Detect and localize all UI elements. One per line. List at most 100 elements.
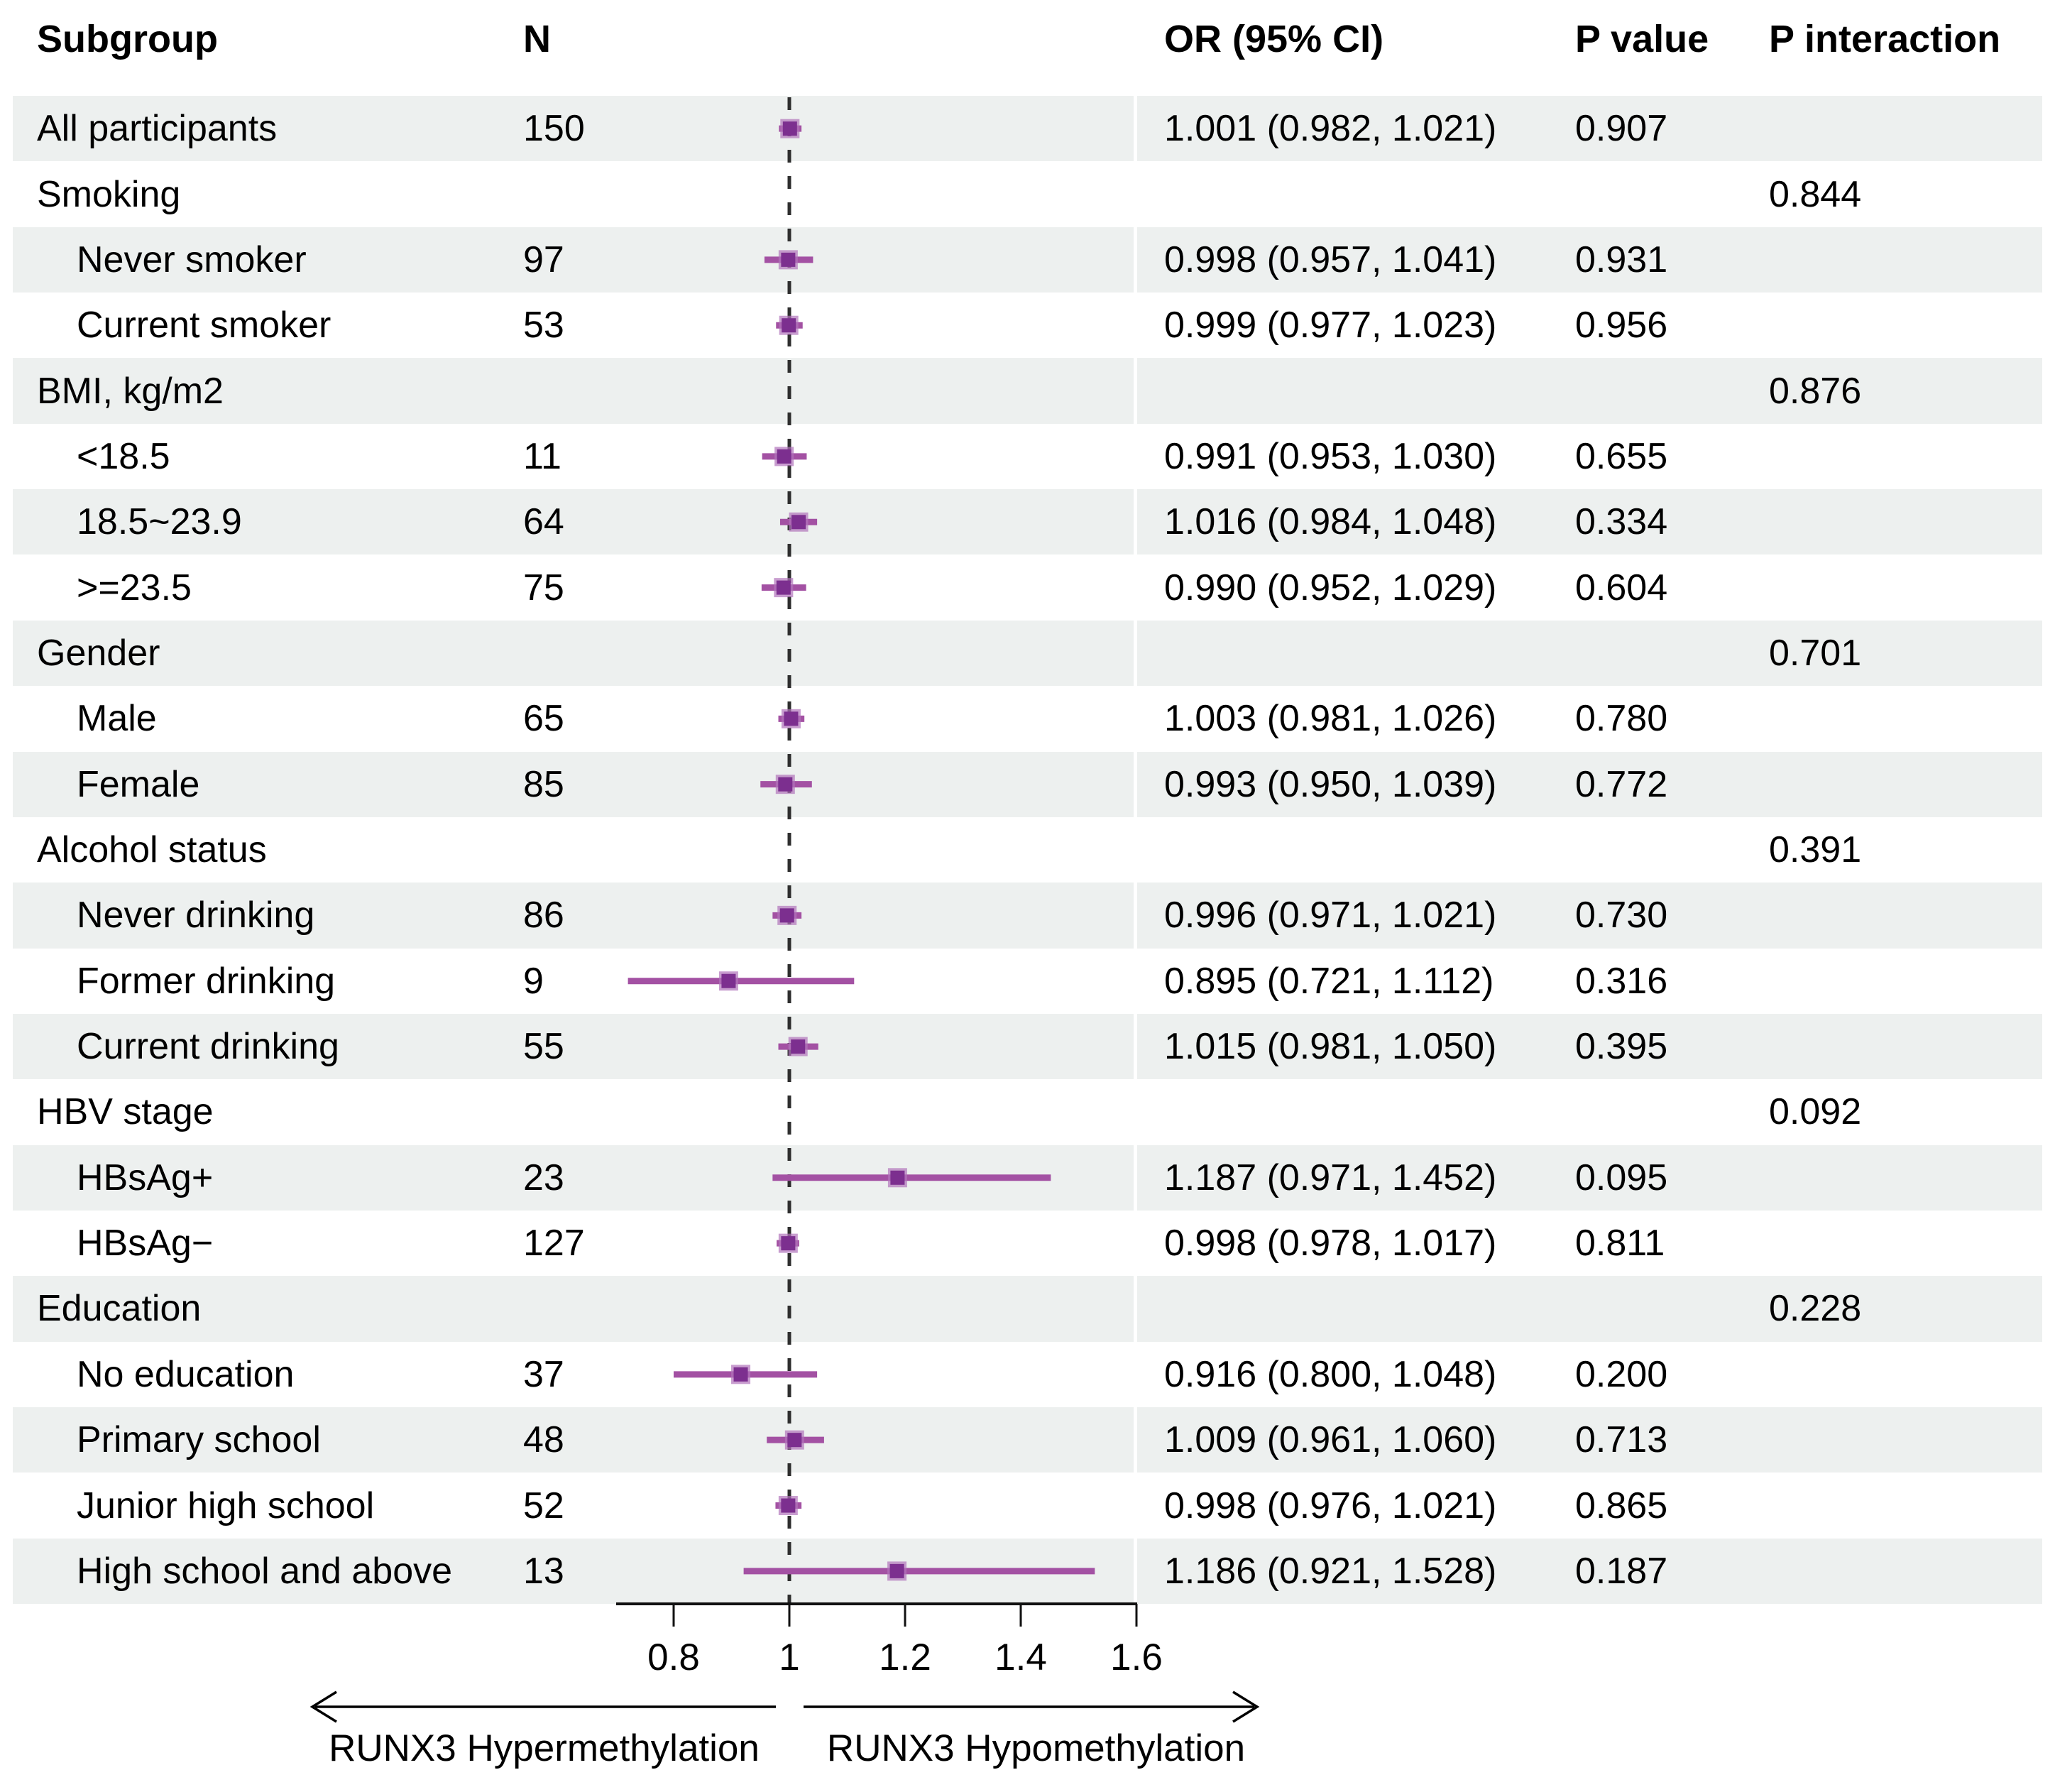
table-row: Current smoker 53 0.999 (0.977, 1.023) 0.95… (0, 293, 2055, 358)
n-value: 75 (523, 567, 564, 608)
subgroup-label: Never drinking (77, 895, 315, 936)
p-value: 0.730 (1575, 895, 1668, 936)
subgroup-label: <18.5 (77, 435, 170, 477)
n-value: 55 (523, 1026, 564, 1068)
or-ci-value: 1.001 (0.982, 1.021) (1164, 108, 1497, 150)
table-row: Smoking 0.844 (0, 161, 2055, 226)
axis-tick-label: 0.8 (647, 1637, 700, 1678)
table-row: Female 85 0.993 (0.950, 1.039) 0.772 (0, 751, 2055, 817)
p-interaction-value: 0.876 (1769, 370, 1862, 412)
or-ci-value: 0.916 (0.800, 1.048) (1164, 1353, 1497, 1395)
subgroup-label: HBsAg− (77, 1223, 214, 1264)
subgroup-label: 18.5~23.9 (77, 501, 242, 543)
subgroup-label: Primary school (77, 1419, 321, 1461)
p-value: 0.095 (1575, 1157, 1668, 1198)
p-value: 0.200 (1575, 1353, 1668, 1395)
n-value: 9 (523, 960, 544, 1002)
or-ci-value: 1.016 (0.984, 1.048) (1164, 501, 1497, 543)
p-interaction-value: 0.391 (1769, 829, 1862, 871)
p-value: 0.395 (1575, 1026, 1668, 1068)
p-value: 0.713 (1575, 1419, 1668, 1461)
subgroup-label: HBsAg+ (77, 1157, 214, 1198)
or-ci-value: 1.009 (0.961, 1.060) (1164, 1419, 1497, 1461)
subgroup-label: HBV stage (37, 1091, 214, 1133)
row-shade-left (13, 226, 1134, 293)
right-arrow-label: RUNX3 Hypomethylation (827, 1727, 1245, 1769)
p-value: 0.931 (1575, 239, 1668, 280)
table-row: Junior high school 52 0.998 (0.976, 1.021)… (0, 1473, 2055, 1538)
subgroup-label: BMI, kg/m2 (37, 370, 224, 412)
table-row: Alcohol status 0.391 (0, 817, 2055, 883)
row-shade-left (13, 96, 1134, 162)
subgroup-label: Current drinking (77, 1026, 339, 1068)
row-shade-right (1137, 1407, 2042, 1473)
or-ci-value: 1.003 (0.981, 1.026) (1164, 698, 1497, 740)
n-value: 11 (523, 435, 561, 477)
p-value: 0.772 (1575, 763, 1668, 805)
table-row: Never smoker 97 0.998 (0.957, 1.041) 0.931 (0, 226, 2055, 293)
table-row: 18.5~23.9 64 1.016 (0.984, 1.048) 0.334 (0, 489, 2055, 555)
table-row: All participants 150 1.001 (0.982, 1.021) 0… (0, 96, 2055, 162)
p-value: 0.907 (1575, 108, 1668, 150)
row-shade-right (1137, 1013, 2042, 1080)
row-shade-right (1137, 1276, 2042, 1342)
left-arrowhead-icon (309, 1690, 337, 1723)
row-shade-left (13, 1013, 1134, 1080)
row-shade-right (1137, 620, 2042, 687)
n-value: 86 (523, 895, 564, 936)
p-value: 0.187 (1575, 1550, 1668, 1592)
subgroup-label: >=23.5 (77, 567, 192, 608)
n-value: 127 (523, 1223, 585, 1264)
or-ci-value: 0.998 (0.957, 1.041) (1164, 239, 1497, 280)
or-ci-value: 1.187 (0.971, 1.452) (1164, 1157, 1497, 1198)
n-value: 85 (523, 763, 564, 805)
n-value: 65 (523, 698, 564, 740)
or-ci-value: 0.999 (0.977, 1.023) (1164, 305, 1497, 346)
column-header-subgroup: Subgroup (37, 18, 218, 60)
subgroup-label: All participants (37, 108, 278, 150)
p-value: 0.334 (1575, 501, 1668, 543)
or-ci-value: 0.998 (0.976, 1.021) (1164, 1485, 1497, 1526)
n-value: 23 (523, 1157, 564, 1198)
subgroup-label: Current smoker (77, 305, 331, 346)
row-shade-left (13, 489, 1134, 555)
table-row: No education 37 0.916 (0.800, 1.048) 0.200 (0, 1342, 2055, 1407)
table-row: >=23.5 75 0.990 (0.952, 1.029) 0.604 (0, 554, 2055, 620)
p-value: 0.604 (1575, 567, 1668, 608)
axis-tick-label: 1.6 (1110, 1637, 1163, 1678)
or-ci-value: 0.895 (0.721, 1.112) (1164, 960, 1494, 1002)
table-row: High school and above 13 1.186 (0.921, 1.5… (0, 1538, 2055, 1605)
row-shade-right (1137, 358, 2042, 424)
subgroup-label: Education (37, 1288, 202, 1330)
n-value: 150 (523, 108, 585, 150)
or-ci-value: 0.993 (0.950, 1.039) (1164, 763, 1497, 805)
p-interaction-value: 0.701 (1769, 632, 1862, 674)
subgroup-label: Never smoker (77, 239, 307, 280)
or-ci-value: 1.186 (0.921, 1.528) (1164, 1550, 1497, 1592)
table-row: HBV stage 0.092 (0, 1079, 2055, 1144)
row-shade-left (13, 751, 1134, 817)
n-value: 48 (523, 1419, 564, 1461)
p-interaction-value: 0.228 (1769, 1288, 1862, 1330)
table-row: Current drinking 55 1.015 (0.981, 1.050) 0.… (0, 1013, 2055, 1080)
row-shade-right (1137, 751, 2042, 817)
axis-tick-label: 1.4 (994, 1637, 1047, 1678)
axis-tick-label: 1.2 (879, 1637, 931, 1678)
table-row: Never drinking 86 0.996 (0.971, 1.021) 0.73… (0, 883, 2055, 949)
or-ci-value: 0.998 (0.978, 1.017) (1164, 1223, 1497, 1264)
or-ci-value: 0.991 (0.953, 1.030) (1164, 435, 1497, 477)
p-interaction-value: 0.092 (1769, 1091, 1862, 1133)
subgroup-label: Male (77, 698, 157, 740)
p-value: 0.811 (1575, 1223, 1665, 1264)
or-ci-value: 0.990 (0.952, 1.029) (1164, 567, 1497, 608)
or-ci-value: 0.996 (0.971, 1.021) (1164, 895, 1497, 936)
row-shade-right (1137, 489, 2042, 555)
left-arrow-label: RUNX3 Hypermethylation (329, 1727, 760, 1769)
subgroup-label: High school and above (77, 1550, 453, 1592)
table-row: Primary school 48 1.009 (0.961, 1.060) 0.71… (0, 1407, 2055, 1473)
table-row: Former drinking 9 0.895 (0.721, 1.112) 0.31… (0, 949, 2055, 1014)
p-value: 0.865 (1575, 1485, 1668, 1526)
subgroup-label: Alcohol status (37, 829, 267, 871)
row-shade-left (13, 1276, 1134, 1342)
